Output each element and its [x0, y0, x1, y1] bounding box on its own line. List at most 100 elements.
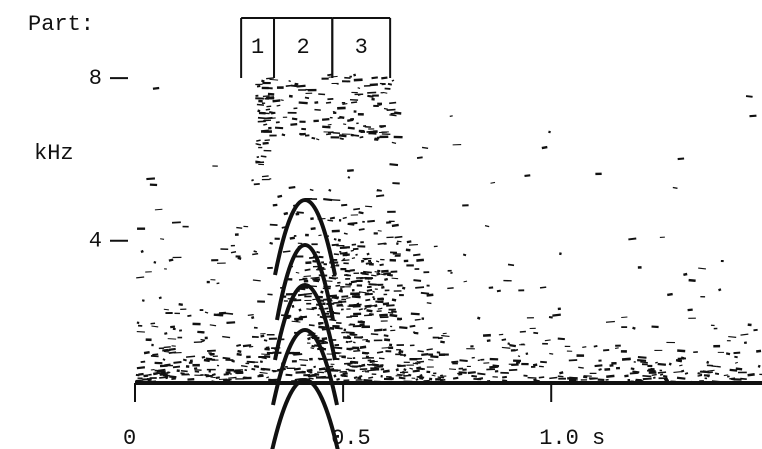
texture-stroke [285, 84, 292, 87]
texture-stroke [255, 160, 261, 164]
texture-stroke [333, 374, 337, 378]
texture-stroke [417, 375, 425, 379]
texture-stroke [640, 361, 648, 364]
texture-stroke [252, 252, 259, 256]
texture-stroke [408, 243, 418, 246]
texture-stroke [728, 335, 737, 338]
texture-stroke [462, 253, 467, 257]
texture-stroke [471, 374, 478, 378]
texture-stroke [333, 297, 339, 300]
texture-stroke [353, 292, 360, 296]
texture-stroke [667, 292, 673, 297]
texture-stroke [350, 249, 354, 252]
texture-stroke [403, 353, 407, 357]
texture-stroke [345, 340, 349, 344]
texture-stroke [321, 326, 325, 330]
texture-stroke [365, 261, 373, 265]
texture-stroke [559, 371, 564, 375]
texture-stroke [135, 379, 144, 382]
texture-stroke [153, 261, 157, 264]
texture-stroke [538, 376, 545, 379]
texture-stroke [236, 226, 243, 229]
texture-stroke [368, 363, 376, 366]
texture-stroke [441, 334, 446, 337]
texture-stroke [419, 377, 424, 380]
texture-stroke [548, 315, 553, 319]
spectrogram-texture [135, 73, 762, 449]
texture-stroke [568, 359, 578, 362]
texture-stroke [502, 375, 507, 379]
texture-stroke [309, 256, 315, 260]
texture-stroke [315, 279, 319, 282]
texture-stroke [327, 219, 334, 222]
texture-stroke [437, 376, 445, 379]
texture-stroke [237, 256, 242, 261]
texture-stroke [650, 367, 654, 371]
texture-stroke [598, 368, 602, 371]
texture-stroke [348, 323, 356, 326]
texture-stroke [257, 116, 266, 120]
texture-stroke [353, 73, 357, 77]
texture-stroke [272, 203, 278, 207]
texture-stroke [356, 302, 360, 305]
texture-stroke [305, 88, 313, 91]
texture-stroke [507, 342, 510, 345]
texture-stroke [358, 228, 365, 231]
texture-stroke [308, 324, 315, 327]
texture-stroke [377, 297, 384, 300]
texture-stroke [151, 325, 159, 328]
texture-stroke [386, 108, 396, 111]
texture-stroke [477, 316, 481, 320]
harmonic-arc [275, 243, 335, 321]
texture-stroke [210, 376, 216, 379]
texture-stroke [663, 377, 669, 381]
texture-stroke [332, 311, 341, 315]
texture-stroke [335, 284, 341, 287]
texture-stroke [251, 179, 254, 182]
texture-stroke [675, 358, 683, 363]
texture-stroke [267, 92, 275, 96]
texture-stroke [621, 357, 631, 361]
texture-stroke [182, 358, 187, 362]
texture-stroke [672, 186, 678, 189]
texture-stroke [345, 331, 355, 334]
texture-stroke [659, 373, 664, 376]
texture-stroke [316, 250, 321, 254]
texture-stroke [594, 364, 603, 368]
part-label: 1 [251, 35, 264, 60]
texture-stroke [676, 376, 686, 380]
texture-stroke [420, 291, 430, 295]
texture-stroke [403, 374, 411, 377]
texture-stroke [347, 176, 351, 179]
texture-stroke [299, 315, 304, 319]
texture-stroke [440, 340, 445, 344]
texture-stroke [342, 216, 347, 220]
texture-stroke [171, 221, 181, 224]
texture-stroke [194, 370, 200, 373]
texture-stroke [180, 372, 185, 375]
texture-stroke [459, 359, 468, 362]
texture-stroke [216, 282, 220, 285]
texture-stroke [756, 349, 762, 353]
texture-stroke [342, 372, 348, 376]
texture-stroke [452, 376, 459, 380]
texture-stroke [428, 359, 434, 361]
texture-stroke [150, 322, 156, 325]
texture-stroke [489, 365, 499, 369]
texture-stroke [323, 198, 333, 202]
texture-stroke [269, 111, 275, 115]
texture-stroke [158, 368, 166, 372]
texture-stroke [143, 374, 149, 378]
texture-stroke [421, 146, 429, 150]
texture-stroke [251, 316, 255, 320]
texture-stroke [549, 352, 554, 355]
texture-stroke [298, 308, 302, 312]
texture-stroke [262, 141, 269, 145]
texture-stroke [428, 326, 433, 330]
texture-stroke [209, 324, 217, 327]
texture-stroke [677, 349, 686, 353]
texture-stroke [381, 269, 389, 273]
texture-stroke [186, 355, 196, 358]
texture-stroke [533, 331, 539, 335]
